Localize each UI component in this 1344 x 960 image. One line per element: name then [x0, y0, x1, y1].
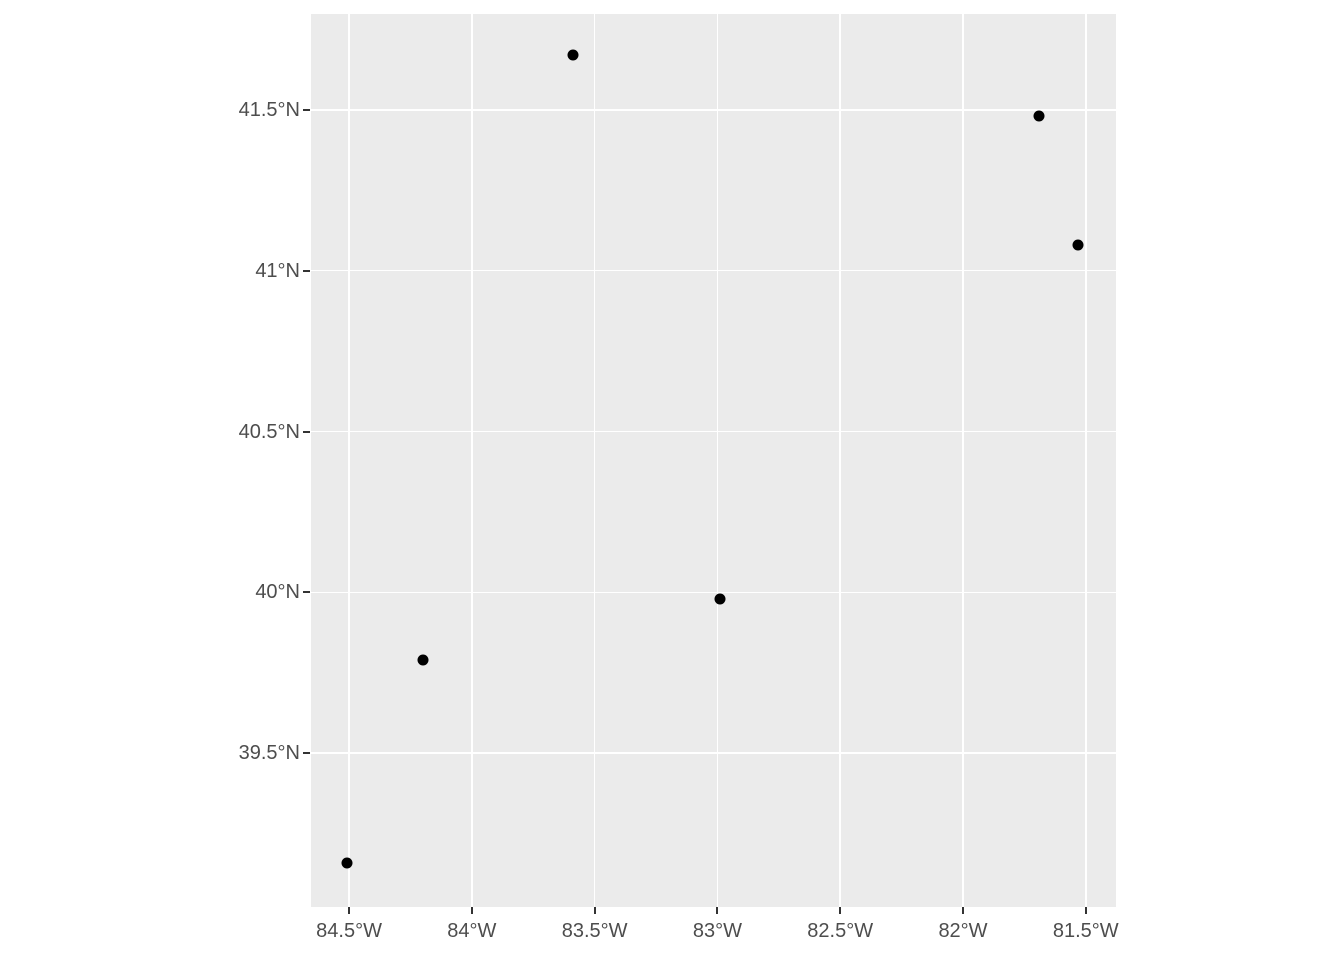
y-tick-label: 41.5°N: [238, 98, 300, 121]
y-axis-tick: [303, 269, 310, 272]
y-gridline: [311, 269, 1116, 272]
x-axis-tick: [593, 907, 596, 914]
x-tick-label: 84.5°W: [316, 920, 382, 942]
data-point: [417, 654, 429, 666]
x-gridline: [1085, 14, 1087, 907]
data-point: [714, 593, 726, 605]
x-axis-tick: [348, 907, 351, 914]
y-tick-label: 40°N: [255, 581, 300, 604]
x-axis-tick: [470, 907, 473, 914]
x-axis-tick: [716, 907, 719, 914]
y-tick-label: 41°N: [255, 259, 300, 282]
x-tick-label: 82°W: [938, 920, 988, 942]
y-gridline: [311, 591, 1116, 594]
x-gridline: [716, 14, 719, 907]
x-axis-tick: [962, 907, 964, 914]
x-axis-tick: [1084, 907, 1087, 914]
data-point: [1072, 239, 1084, 251]
x-gridline: [471, 14, 473, 907]
x-gridline: [593, 14, 596, 907]
y-axis-tick: [303, 752, 310, 755]
y-axis-tick: [303, 430, 310, 433]
x-tick-label: 82.5°W: [807, 920, 874, 942]
x-gridline: [962, 14, 964, 907]
y-gridline: [311, 109, 1116, 111]
y-tick-label: 40.5°N: [238, 420, 300, 443]
x-axis-tick: [839, 907, 842, 914]
x-gridline: [839, 14, 841, 907]
data-point: [567, 49, 579, 61]
x-tick-label: 83.5°W: [561, 920, 628, 942]
data-point: [1033, 110, 1045, 122]
x-tick-label: 81.5°W: [1052, 920, 1119, 942]
data-point: [341, 857, 353, 869]
y-tick-label: 39.5°N: [238, 742, 300, 765]
y-gridline: [311, 430, 1116, 433]
y-axis-tick: [303, 108, 310, 111]
x-gridline: [348, 14, 350, 907]
y-axis-tick: [303, 591, 310, 594]
x-tick-label: 84°W: [447, 920, 497, 942]
y-gridline: [311, 752, 1116, 754]
x-tick-label: 83°W: [692, 920, 742, 942]
plot-panel: [311, 14, 1116, 907]
